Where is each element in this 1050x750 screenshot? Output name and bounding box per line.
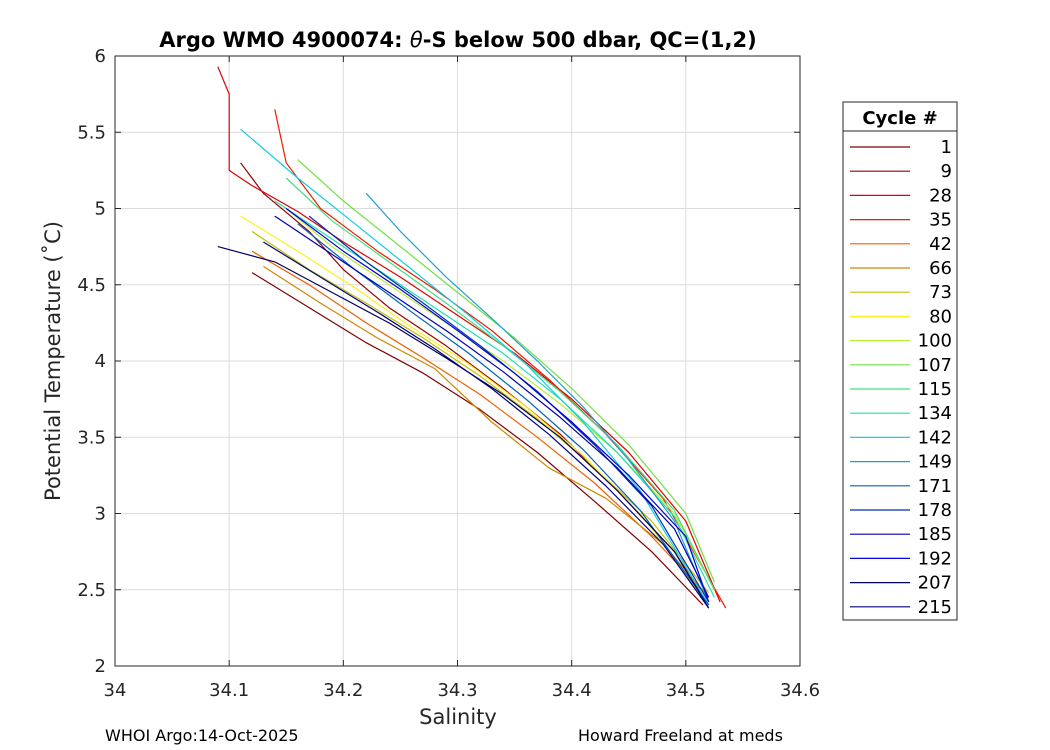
y-tick-label: 3 <box>95 504 106 525</box>
series-line-cycle-185 <box>274 215 710 598</box>
y-axis-label: Potential Temperature (˚C) <box>41 221 65 501</box>
legend-label: 107 <box>918 355 952 376</box>
series-line-cycle-207 <box>217 246 710 609</box>
series-line-cycle-73 <box>251 230 710 594</box>
footer-left: WHOI Argo:14-Oct-2025 <box>105 726 299 745</box>
x-tick-label: 34.6 <box>780 680 820 701</box>
legend-label: 28 <box>929 185 952 206</box>
x-tick-label: 34.1 <box>209 680 249 701</box>
footer-right: Howard Freeland at meds <box>578 726 783 745</box>
series-line-cycle-42 <box>251 250 710 598</box>
legend-label: 80 <box>929 306 952 327</box>
legend-entries: 1 9 28 35 42 66 73 80 100 107 115 134 142 149 171 178 18… <box>850 137 952 618</box>
series-group <box>217 66 727 609</box>
series-line-cycle-192 <box>285 208 710 603</box>
legend-label: 142 <box>918 427 952 448</box>
legend-label: 207 <box>918 573 952 594</box>
legend-label: 149 <box>918 452 952 473</box>
x-tick-label: 34.2 <box>323 680 363 701</box>
legend-label: 66 <box>929 258 952 279</box>
y-tick-label: 4 <box>95 351 106 372</box>
y-tick-label: 6 <box>95 46 106 67</box>
y-tick-label: 3.5 <box>77 427 106 448</box>
x-axis-label: Salinity <box>419 705 497 729</box>
x-tick-label: 34.3 <box>437 680 477 701</box>
series-line-cycle-28 <box>217 66 721 603</box>
legend-label: 134 <box>918 403 952 424</box>
series-line-cycle-35 <box>274 109 727 609</box>
legend-label: 171 <box>918 476 952 497</box>
x-tick-label: 34.5 <box>666 680 706 701</box>
legend-label: 1 <box>941 137 952 158</box>
series-line-cycle-100 <box>285 208 715 591</box>
legend-label: 215 <box>918 597 952 618</box>
legend-label: 178 <box>918 500 952 521</box>
legend-label: 185 <box>918 524 952 545</box>
legend-title: Cycle # <box>862 108 937 129</box>
legend-label: 100 <box>918 331 952 352</box>
series-line-cycle-1 <box>251 272 704 606</box>
legend-label: 115 <box>918 379 952 400</box>
legend-label: 42 <box>929 234 952 255</box>
x-tick-label: 34 <box>104 680 127 701</box>
legend: Cycle # 1 9 28 35 42 66 73 80 100 107 115 134 142 149… <box>842 101 958 621</box>
grid <box>114 55 801 667</box>
legend-label: 192 <box>918 548 952 569</box>
y-tick-label: 5 <box>95 199 106 220</box>
chart-title: Argo WMO 4900074: θ-S below 500 dbar, QC… <box>159 28 756 52</box>
y-tick-label: 2.5 <box>77 580 106 601</box>
y-tick-label: 4.5 <box>77 275 106 296</box>
legend-label: 9 <box>941 161 952 182</box>
legend-label: 35 <box>929 210 952 231</box>
series-line-cycle-149 <box>365 192 710 603</box>
series-line-cycle-80 <box>240 215 704 598</box>
y-tick-label: 2 <box>95 656 106 677</box>
axis-ticks: 34 34.1 34.2 34.3 34.4 34.5 34.6 2 2.5 3 3.5 4 4.5 5 5… <box>77 46 820 701</box>
series-line-cycle-178 <box>308 215 710 603</box>
series-line-cycle-66 <box>263 265 710 598</box>
legend-label: 73 <box>929 282 952 303</box>
series-line-cycle-215 <box>263 241 710 609</box>
series-line-cycle-115 <box>285 177 715 591</box>
series-line-cycle-107 <box>297 159 715 583</box>
x-tick-label: 34.4 <box>552 680 592 701</box>
y-tick-label: 5.5 <box>77 122 106 143</box>
